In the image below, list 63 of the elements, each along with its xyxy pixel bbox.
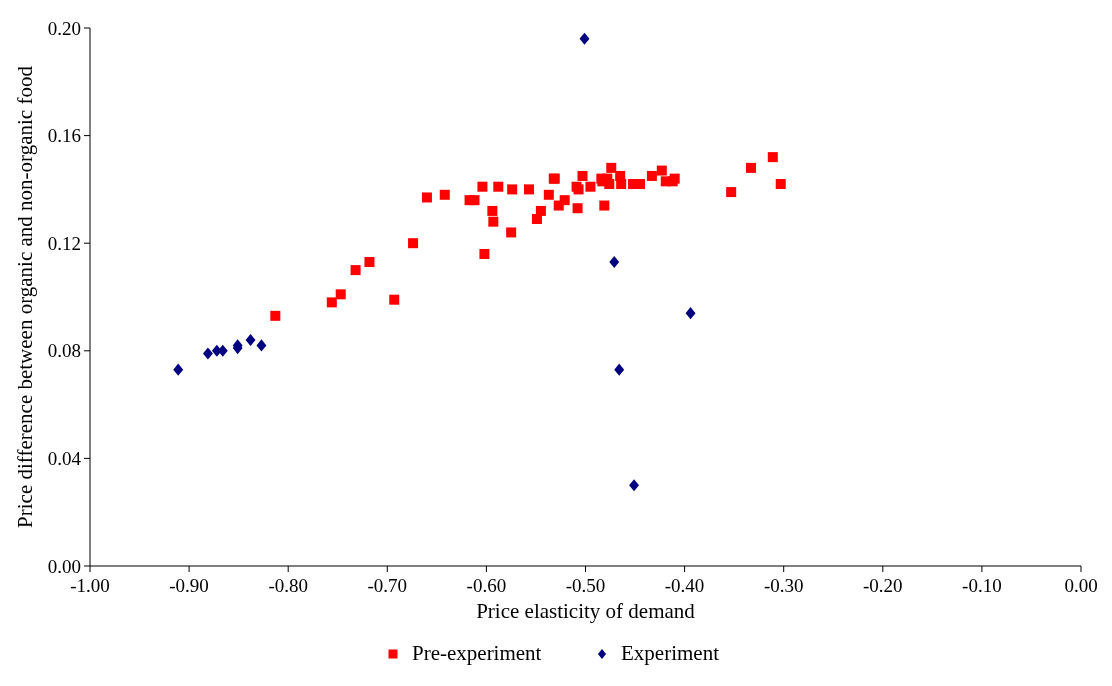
y-tick-label: 0.16 xyxy=(47,125,81,147)
point xyxy=(656,165,667,176)
point xyxy=(469,195,480,206)
point xyxy=(599,200,610,211)
point xyxy=(646,170,657,181)
point xyxy=(389,294,400,305)
point xyxy=(746,162,756,173)
point xyxy=(572,203,583,214)
y-tick-label: 0.04 xyxy=(47,448,82,470)
y-axis-title: Price difference between organic and non-organic food xyxy=(13,65,37,528)
y-tick-label: 0.08 xyxy=(47,340,81,362)
x-axis-title: Price elasticity of demand xyxy=(476,599,696,623)
point xyxy=(585,181,596,192)
point xyxy=(606,162,617,173)
x-tick-label: 0.00 xyxy=(1064,575,1098,596)
point xyxy=(507,184,518,195)
point xyxy=(609,255,620,269)
point xyxy=(439,189,450,200)
y-tick-label: 0.12 xyxy=(47,232,81,254)
point xyxy=(202,347,213,360)
point xyxy=(487,205,498,216)
point xyxy=(629,479,640,492)
point xyxy=(350,265,361,276)
point xyxy=(577,170,588,181)
x-tick-label: -0.80 xyxy=(268,575,308,596)
point xyxy=(775,179,786,190)
y-tick-label: 0.20 xyxy=(47,17,81,39)
point xyxy=(506,227,517,238)
x-tick-label: -0.70 xyxy=(367,575,408,596)
x-tick-label: -0.90 xyxy=(169,575,209,596)
x-tick-label: -0.20 xyxy=(863,575,903,596)
x-tick-label: -0.30 xyxy=(763,575,804,596)
point xyxy=(524,184,535,195)
x-tick-label: -0.40 xyxy=(664,575,705,596)
point xyxy=(767,152,778,163)
point xyxy=(408,238,419,249)
x-tick-label: -0.10 xyxy=(962,575,1002,596)
point xyxy=(364,257,375,268)
point xyxy=(685,307,696,320)
point xyxy=(173,363,184,376)
point xyxy=(477,181,488,192)
legend-label: Experiment xyxy=(621,641,720,665)
point xyxy=(335,289,346,300)
point xyxy=(616,179,627,190)
point xyxy=(326,297,337,308)
y-tick-label: 0.00 xyxy=(47,555,81,577)
point xyxy=(493,181,504,192)
point xyxy=(488,216,499,227)
point xyxy=(479,248,490,259)
point xyxy=(421,192,432,203)
x-tick-label: -0.60 xyxy=(466,575,507,596)
point xyxy=(245,333,256,347)
point xyxy=(559,195,570,206)
point xyxy=(270,310,281,321)
legend-label: Pre-experiment xyxy=(412,641,542,665)
point xyxy=(726,187,737,198)
x-tick-label: -1.00 xyxy=(70,575,110,596)
point xyxy=(543,189,554,200)
point xyxy=(256,339,267,352)
point xyxy=(614,363,625,376)
point xyxy=(535,205,546,216)
x-tick-label: -0.50 xyxy=(565,575,606,596)
point xyxy=(579,32,590,45)
